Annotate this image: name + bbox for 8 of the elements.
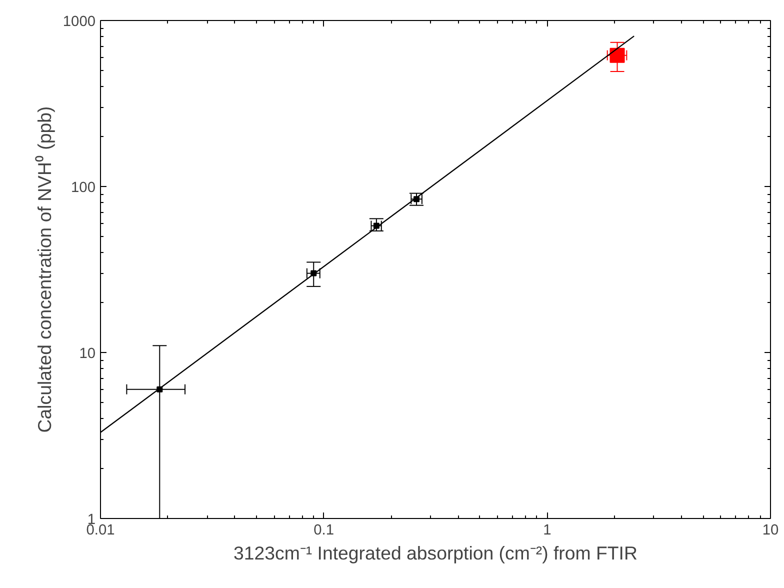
- y-tick-label: 100: [71, 180, 96, 196]
- x-tick-label: 1: [543, 522, 552, 538]
- y-axis-title: Calculated concentration of NVH⁰ (ppb): [34, 106, 55, 433]
- y-tick-label: 10: [79, 346, 96, 362]
- x-tick-label: 10: [762, 522, 779, 538]
- x-tick-label: 0.1: [314, 522, 334, 538]
- y-tick-label: 1000: [62, 14, 96, 30]
- x-axis-title: 3123cm⁻¹ Integrated absorption (cm⁻²) from FTIR: [234, 542, 638, 564]
